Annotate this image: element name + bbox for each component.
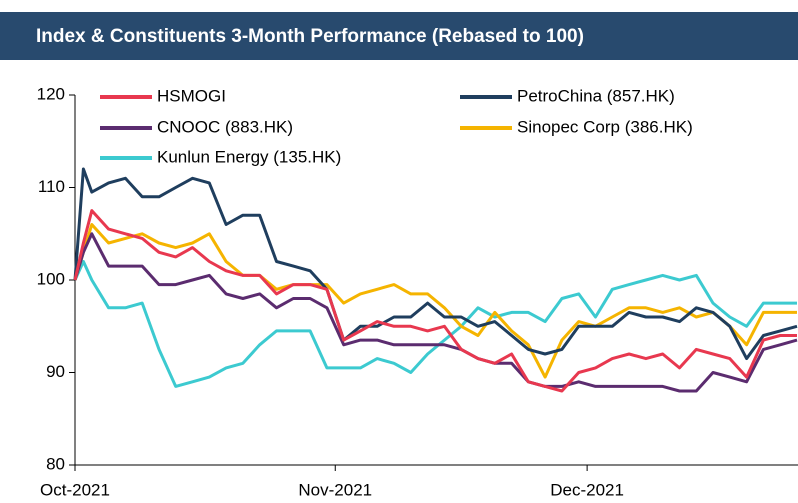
y-tick-label: 100: [37, 269, 65, 288]
legend-label: PetroChina (857.HK): [517, 86, 675, 105]
x-tick-label: Oct-2021: [40, 480, 110, 499]
legend-label: Kunlun Energy (135.HK): [157, 147, 341, 166]
legend-label: Sinopec Corp (386.HK): [517, 117, 693, 136]
legend-label: CNOOC (883.HK): [157, 117, 293, 136]
chart-title: Index & Constituents 3-Month Performance…: [36, 26, 584, 47]
x-tick-label: Dec-2021: [550, 480, 624, 499]
y-tick-label: 80: [46, 454, 65, 473]
series-line: [73, 232, 798, 393]
legend-label: HSMOGI: [157, 86, 226, 105]
y-tick-label: 120: [37, 84, 65, 103]
series-line: [73, 260, 797, 388]
series-line: [73, 223, 797, 379]
y-tick-label: 110: [38, 177, 65, 196]
title-banner: [0, 12, 798, 60]
series-line: [73, 167, 798, 361]
x-tick-label: Nov-2021: [298, 480, 372, 499]
y-tick-label: 90: [46, 362, 65, 381]
series-line: [73, 209, 797, 393]
